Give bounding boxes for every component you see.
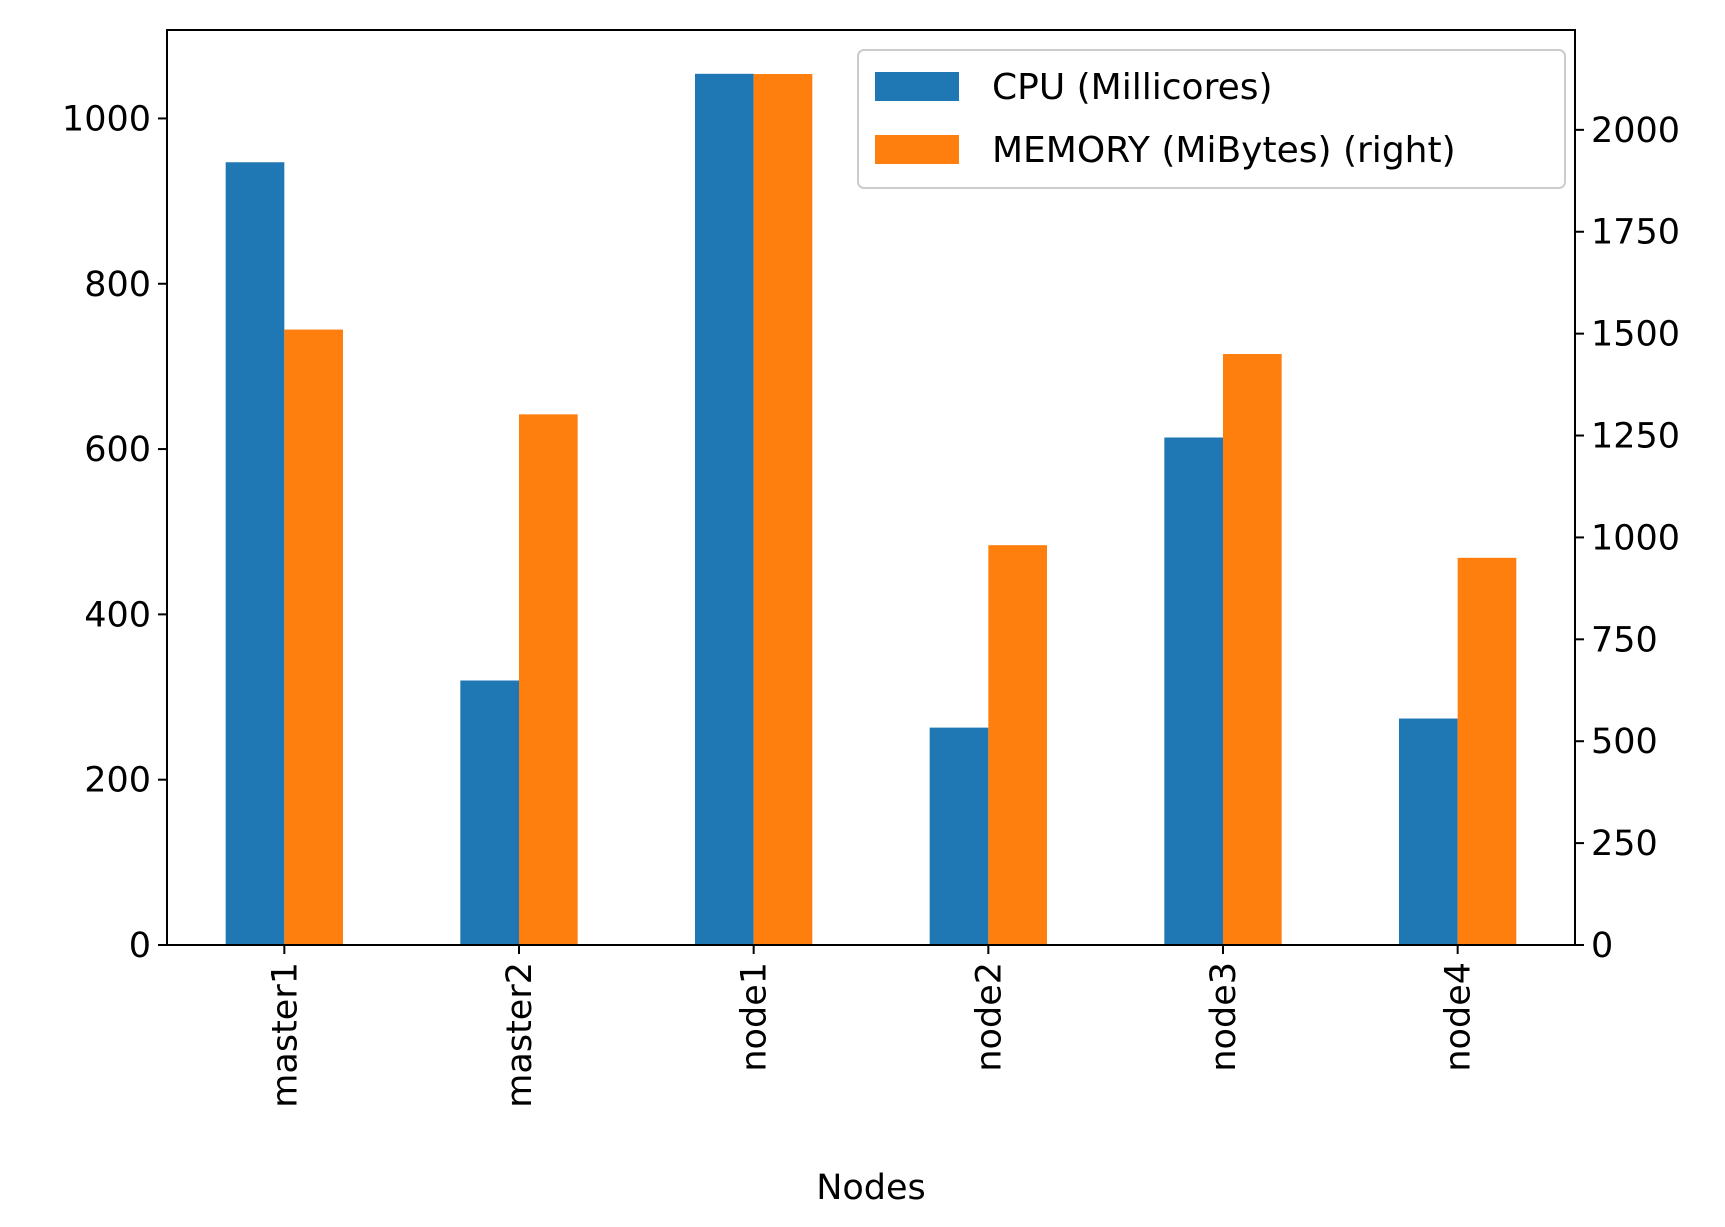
bar-memory-master1 <box>284 329 343 946</box>
y-left-tick-label-600: 600 <box>84 430 151 470</box>
bar-cpu-master1 <box>225 162 285 945</box>
x-axis: master1 master2 node1 node2 node3 node4 <box>265 945 1479 1108</box>
bar-memory-master2 <box>519 414 578 945</box>
bar-cpu-node3 <box>1164 437 1223 945</box>
bar-memory-node3 <box>1223 354 1282 946</box>
legend-label-memory: MEMORY (MiBytes) (right) <box>992 130 1456 171</box>
x-tick-label-node1: node1 <box>735 962 775 1072</box>
bar-cpu-node4 <box>1399 718 1458 945</box>
bar-memory-node4 <box>1457 557 1517 945</box>
legend-label-cpu: CPU (Millicores) <box>992 67 1273 108</box>
y-right-tick-label-1500: 1500 <box>1591 315 1680 355</box>
bar-cpu-node2 <box>929 727 989 945</box>
legend-swatch-cpu <box>875 72 959 101</box>
x-tick-label-node2: node2 <box>969 962 1009 1072</box>
y-right-tick-label-750: 750 <box>1591 620 1658 660</box>
y-right-tick-label-250: 250 <box>1591 824 1658 864</box>
y-left-tick-label-800: 800 <box>84 265 151 305</box>
x-tick-label-master1: master1 <box>265 962 305 1108</box>
y-right-tick-label-1750: 1750 <box>1591 213 1680 253</box>
bar-cpu-node1 <box>695 73 754 945</box>
y-left-tick-label-200: 200 <box>84 761 151 801</box>
y-right-tick-label-2000: 2000 <box>1591 111 1680 151</box>
legend-box <box>857 49 1566 189</box>
y-right-tick-label-1000: 1000 <box>1591 518 1680 558</box>
y-left-tick-label-400: 400 <box>84 595 151 635</box>
bar-memory-node1 <box>753 74 813 945</box>
y-left-tick-label-1000: 1000 <box>62 99 151 139</box>
y-axis-left: 0 200 400 600 800 1000 <box>62 99 167 966</box>
x-tick-label-node4: node4 <box>1439 962 1479 1072</box>
x-axis-label: Nodes <box>816 1168 926 1208</box>
y-right-tick-label-1250: 1250 <box>1591 417 1680 457</box>
x-tick-label-node3: node3 <box>1204 962 1244 1072</box>
y-left-tick-label-0: 0 <box>129 926 151 966</box>
x-tick-label-master2: master2 <box>500 962 540 1108</box>
bars-group <box>225 73 1517 946</box>
bar-cpu-master2 <box>460 680 519 945</box>
legend-swatch-memory <box>875 135 959 164</box>
bar-memory-node2 <box>988 545 1047 945</box>
legend: CPU (Millicores) MEMORY (MiBytes) (right) <box>857 49 1566 189</box>
y-right-tick-label-500: 500 <box>1591 722 1658 762</box>
y-axis-right: 0 250 500 750 1000 1250 1500 1750 2000 <box>1575 111 1680 966</box>
y-right-tick-label-0: 0 <box>1591 926 1613 966</box>
plot-frame <box>166 29 1576 946</box>
